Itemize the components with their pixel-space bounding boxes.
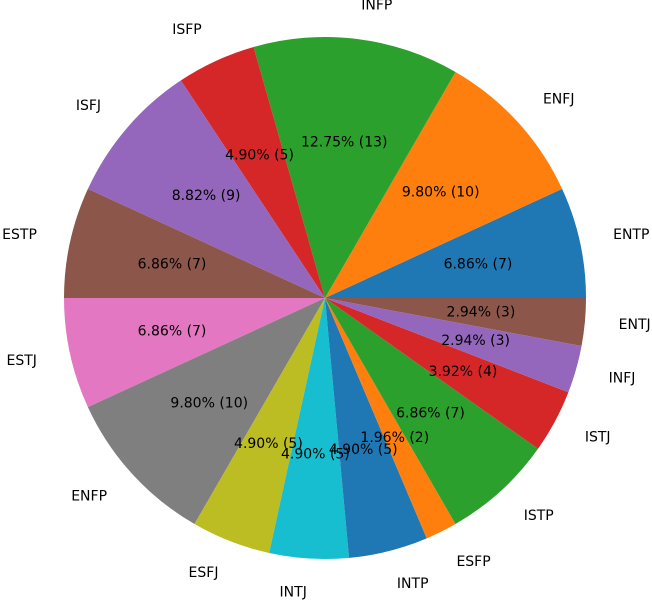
category-label-esfj: ESFJ bbox=[189, 565, 219, 581]
category-label-intp: INTP bbox=[397, 576, 429, 592]
slice-value-label-intp: 4.90% (5) bbox=[329, 442, 398, 458]
pie-slice-enfp bbox=[87, 298, 325, 525]
pie-slice-estp bbox=[64, 188, 325, 298]
slice-value-label-isfj: 8.82% (9) bbox=[172, 188, 241, 204]
pie-slice-enfj bbox=[325, 71, 563, 298]
category-label-infp: INFP bbox=[361, 0, 392, 13]
category-label-entp: ENTP bbox=[613, 227, 649, 243]
category-label-enfj: ENFJ bbox=[543, 91, 575, 107]
slice-value-label-infp: 12.75% (13) bbox=[301, 135, 388, 151]
pie-slice-intj bbox=[269, 298, 350, 559]
slice-value-label-entj: 2.94% (3) bbox=[447, 304, 516, 320]
pie-slice-isfp bbox=[180, 46, 325, 299]
category-label-infj: INFJ bbox=[609, 371, 636, 387]
category-label-esfp: ESFP bbox=[456, 554, 490, 570]
category-label-isfp: ISFP bbox=[172, 22, 202, 38]
slice-value-label-infj: 2.94% (3) bbox=[441, 333, 510, 349]
slice-value-label-intj: 4.90% (5) bbox=[281, 446, 350, 462]
pie-slice-entp bbox=[325, 188, 586, 298]
category-label-isfj: ISFJ bbox=[76, 98, 101, 114]
pie-slice-infp bbox=[253, 37, 456, 299]
slice-value-label-entp: 6.86% (7) bbox=[444, 256, 513, 272]
pie-slice-estj bbox=[64, 298, 325, 408]
pie-slice-istj bbox=[325, 298, 569, 449]
slice-value-label-isfp: 4.90% (5) bbox=[225, 148, 294, 164]
pie-slices bbox=[64, 37, 586, 559]
slice-value-label-istj: 3.92% (4) bbox=[429, 364, 498, 380]
category-label-istp: ISTP bbox=[524, 508, 554, 524]
slice-value-label-istp: 6.86% (7) bbox=[396, 406, 465, 422]
pie-slice-intp bbox=[325, 298, 427, 558]
pie-slice-isfj bbox=[87, 80, 325, 298]
category-label-intj: INTJ bbox=[280, 584, 307, 600]
category-label-entj: ENTJ bbox=[619, 317, 651, 333]
percentage-labels: 6.86% (7) 9.80% (10) 12.75% (13) 4.90% (5) 8… bbox=[138, 135, 516, 463]
slice-value-label-estp: 6.86% (7) bbox=[138, 256, 207, 272]
slice-value-label-enfj: 9.80% (10) bbox=[402, 184, 480, 200]
pie-slice-esfp bbox=[325, 298, 456, 539]
category-label-istj: ISTJ bbox=[585, 430, 611, 446]
category-label-enfp: ENFP bbox=[71, 489, 107, 505]
category-label-estp: ESTP bbox=[2, 227, 37, 243]
slice-value-label-esfj: 4.90% (5) bbox=[234, 436, 303, 452]
pie-slice-istp bbox=[325, 298, 539, 525]
slice-value-label-enfp: 9.80% (10) bbox=[170, 396, 248, 412]
pie-slice-entj bbox=[325, 298, 586, 346]
slice-value-label-esfp: 1.96% (2) bbox=[360, 430, 429, 446]
pie-slice-esfj bbox=[194, 298, 325, 553]
slice-value-label-estj: 6.86% (7) bbox=[138, 324, 207, 340]
category-label-estj: ESTJ bbox=[6, 353, 36, 369]
pie-slice-infj bbox=[325, 298, 582, 393]
